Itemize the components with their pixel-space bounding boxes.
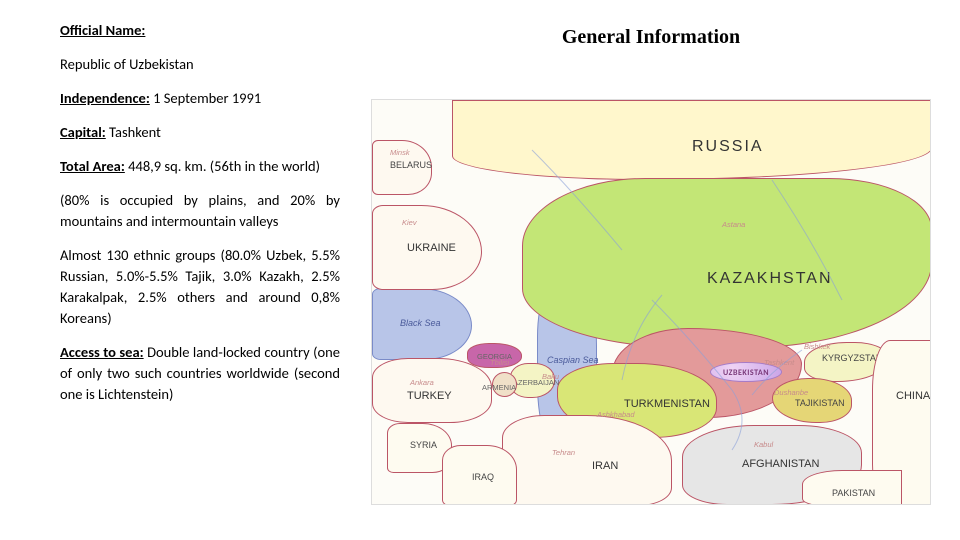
country-tajikistan (772, 378, 852, 423)
country-pakistan (802, 470, 902, 505)
total-area-value: 448,9 sq. km. (56th in the world) (125, 157, 320, 175)
terrain-text: (80% is occupied by plains, and 20% by m… (60, 190, 340, 232)
official-name-value: Republic of Uzbekistan (60, 54, 340, 75)
country-turkey (372, 358, 492, 423)
total-area-block: Total Area: 448,9 sq. km. (56th in the w… (60, 156, 340, 177)
official-name-block: Official Name: (60, 20, 340, 41)
capital-value: Tashkent (106, 123, 161, 141)
central-asia-map: Black SeaCaspian SeaAral SeaRUSSIAKAZAKH… (371, 99, 931, 505)
page-title: General Information (562, 26, 740, 49)
independence-label: Independence: (60, 89, 150, 107)
country-ukraine (372, 205, 482, 290)
country-iraq (442, 445, 517, 505)
page-container: Official Name: Republic of Uzbekistan In… (0, 0, 960, 540)
sea-black-sea (372, 288, 472, 360)
uzbekistan-callout: UZBEKISTAN (710, 362, 782, 382)
access-label: Access to sea: (60, 343, 144, 361)
country-kazakhstan (522, 178, 931, 348)
country-georgia (467, 343, 522, 368)
access-block: Access to sea: Double land-locked countr… (60, 342, 340, 405)
capital-label: Capital: (60, 123, 106, 141)
country-azerbaijan (510, 363, 555, 398)
official-name-label: Official Name: (60, 21, 145, 39)
independence-block: Independence: 1 September 1991 (60, 88, 340, 109)
independence-value: 1 September 1991 (150, 89, 261, 107)
country-belarus (372, 140, 432, 195)
country-russia (452, 100, 931, 180)
left-column: Official Name: Republic of Uzbekistan In… (60, 20, 360, 520)
capital-block: Capital: Tashkent (60, 122, 340, 143)
right-column: General Information Black SeaCaspian Sea… (360, 20, 942, 520)
ethnic-text: Almost 130 ethnic groups (80.0% Uzbek, 5… (60, 245, 340, 329)
country-armenia (492, 372, 517, 397)
country-iran (502, 415, 672, 505)
total-area-label: Total Area: (60, 157, 125, 175)
